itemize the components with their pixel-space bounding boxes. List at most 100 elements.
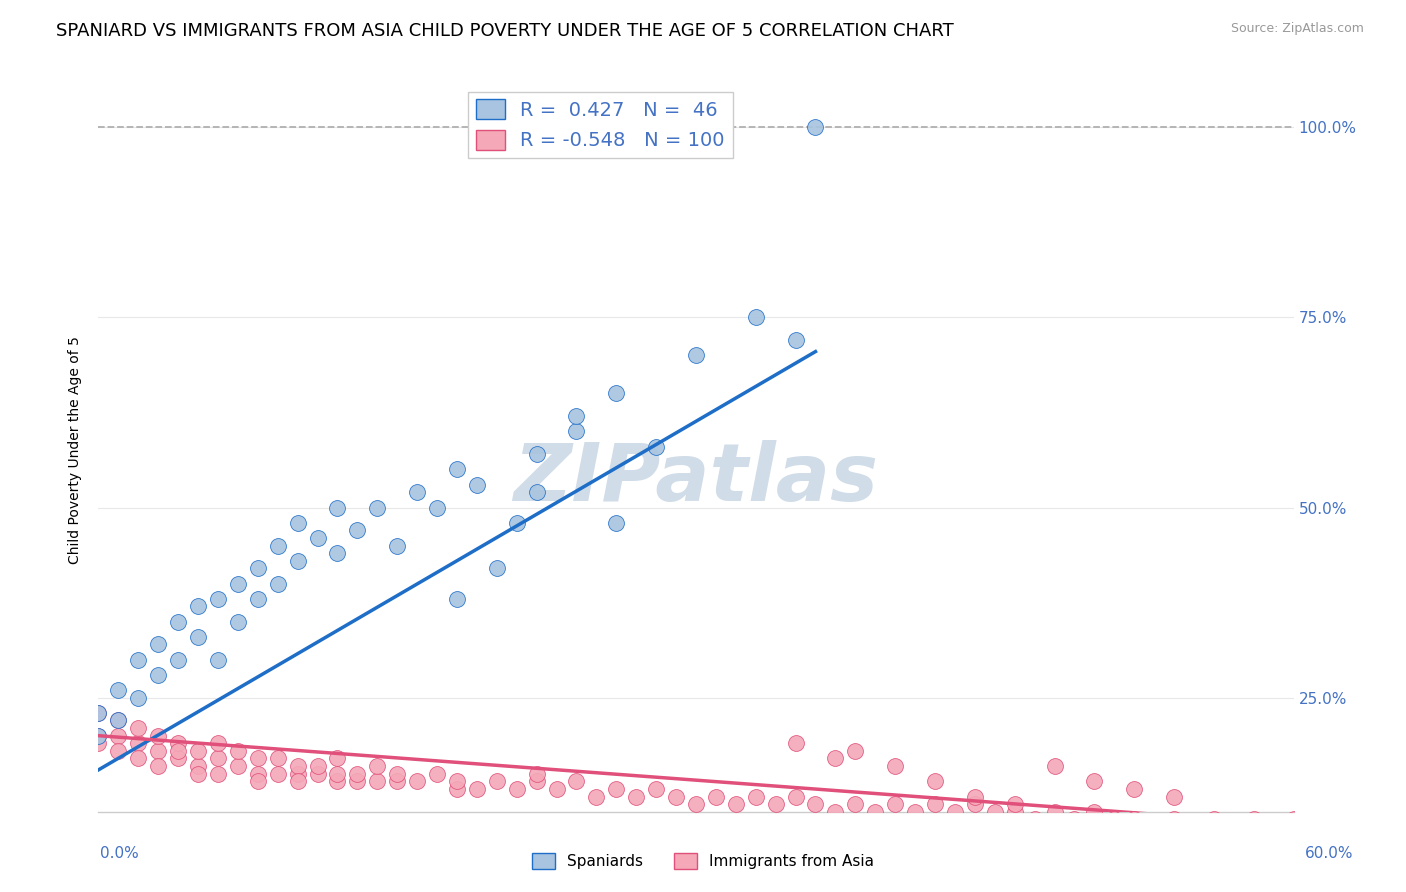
Point [167, 744, 190, 758]
Point [226, 576, 249, 591]
Point [626, 789, 648, 804]
Point [865, 805, 887, 819]
Point [446, 462, 468, 476]
Point [107, 714, 129, 728]
Point [605, 516, 627, 530]
Legend: Spaniards, Immigrants from Asia: Spaniards, Immigrants from Asia [526, 847, 880, 875]
Point [924, 774, 946, 789]
Point [485, 561, 508, 575]
Point [287, 759, 309, 773]
Point [127, 652, 149, 666]
Point [1024, 813, 1046, 827]
Point [1083, 805, 1105, 819]
Point [765, 797, 787, 811]
Point [207, 766, 229, 780]
Point [446, 591, 468, 606]
Point [287, 516, 309, 530]
Point [148, 729, 170, 743]
Point [307, 531, 329, 545]
Point [87, 706, 110, 720]
Point [963, 797, 986, 811]
Point [804, 797, 827, 811]
Point [526, 774, 548, 789]
Point [287, 554, 309, 568]
Point [127, 736, 149, 750]
Point [267, 576, 290, 591]
Point [385, 539, 409, 553]
Point [884, 759, 907, 773]
Text: SPANIARD VS IMMIGRANTS FROM ASIA CHILD POVERTY UNDER THE AGE OF 5 CORRELATION CH: SPANIARD VS IMMIGRANTS FROM ASIA CHILD P… [56, 22, 955, 40]
Point [884, 797, 907, 811]
Point [1182, 820, 1205, 834]
Point [107, 729, 129, 743]
Point [366, 500, 388, 515]
Point [446, 774, 468, 789]
Point [167, 615, 190, 629]
Point [326, 546, 349, 560]
Y-axis label: Child Poverty Under the Age of 5: Child Poverty Under the Age of 5 [67, 336, 82, 565]
Point [506, 516, 529, 530]
Point [565, 774, 588, 789]
Point [87, 729, 110, 743]
Point [1043, 759, 1066, 773]
Point [465, 477, 488, 491]
Point [565, 409, 588, 424]
Point [167, 736, 190, 750]
Point [824, 805, 846, 819]
Point [943, 805, 966, 819]
Point [107, 714, 129, 728]
Point [148, 637, 170, 651]
Text: 60.0%: 60.0% [1305, 847, 1353, 861]
Point [1104, 813, 1126, 827]
Point [385, 766, 409, 780]
Point [724, 797, 747, 811]
Point [287, 774, 309, 789]
Point [426, 766, 449, 780]
Point [287, 766, 309, 780]
Point [485, 774, 508, 789]
Point [267, 539, 290, 553]
Point [366, 759, 388, 773]
Point [1123, 813, 1146, 827]
Point [246, 766, 269, 780]
Point [546, 781, 568, 796]
Point [87, 706, 110, 720]
Point [167, 652, 190, 666]
Point [187, 599, 209, 614]
Point [1282, 813, 1305, 827]
Point [685, 797, 707, 811]
Point [187, 744, 209, 758]
Point [148, 668, 170, 682]
Point [924, 797, 946, 811]
Point [585, 789, 607, 804]
Point [207, 591, 229, 606]
Point [785, 789, 807, 804]
Point [267, 766, 290, 780]
Point [605, 386, 627, 401]
Point [187, 766, 209, 780]
Point [645, 440, 668, 454]
Point [207, 751, 229, 765]
Point [645, 781, 668, 796]
Point [704, 789, 727, 804]
Point [246, 561, 269, 575]
Point [824, 751, 846, 765]
Point [346, 774, 368, 789]
Point [1063, 813, 1085, 827]
Point [246, 774, 269, 789]
Text: 0.0%: 0.0% [100, 847, 139, 861]
Point [1163, 789, 1185, 804]
Point [1263, 820, 1285, 834]
Point [326, 751, 349, 765]
Point [226, 744, 249, 758]
Point [307, 766, 329, 780]
Point [1123, 781, 1146, 796]
Point [1223, 820, 1246, 834]
Point [326, 766, 349, 780]
Point [963, 789, 986, 804]
Point [904, 805, 927, 819]
Point [346, 524, 368, 538]
Point [506, 781, 529, 796]
Point [1043, 805, 1066, 819]
Point [685, 348, 707, 362]
